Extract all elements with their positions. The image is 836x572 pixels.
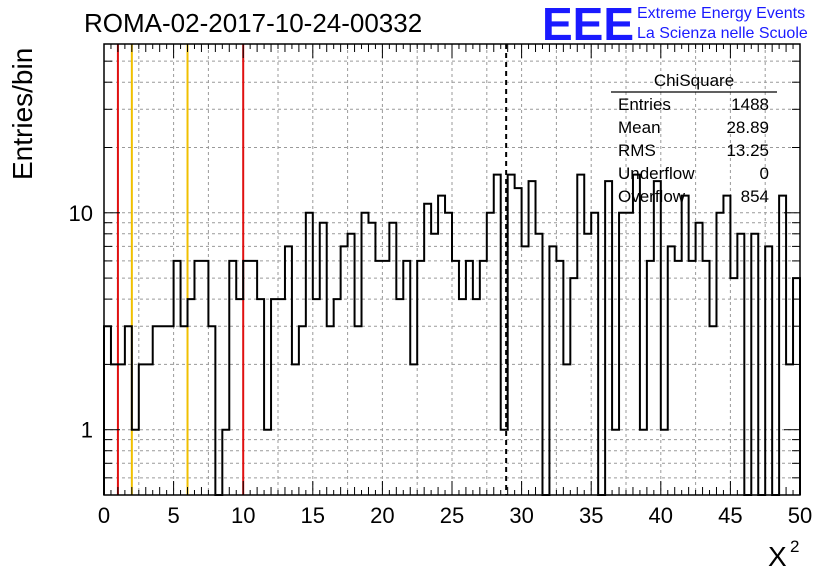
x-axis-label: X 2 <box>768 537 799 572</box>
stats-box-value: 1488 <box>731 95 769 114</box>
stats-box: ChiSquare Entries 1488 Mean 28.89 RMS 13.25 Un… <box>611 71 777 206</box>
chart-title: ROMA-02-2017-10-24-00332 <box>84 8 422 38</box>
histogram-line <box>103 173 801 496</box>
stats-box-value: 854 <box>741 187 769 206</box>
x-tick-label: 50 <box>788 503 812 528</box>
x-tick-label: 35 <box>579 503 603 528</box>
axis-ticks <box>103 43 801 496</box>
tick-labels: 0 5 10 15 20 25 30 35 40 45 50 1 10 <box>69 201 813 528</box>
x-tick-label: 10 <box>231 503 255 528</box>
stats-box-label: RMS <box>618 141 656 160</box>
x-tick-label: 45 <box>718 503 742 528</box>
y-axis-label: Entries/bin <box>7 48 38 180</box>
x-tick-label: 20 <box>370 503 394 528</box>
eee-logo-mark: EEE <box>542 0 634 50</box>
eee-logo: EEE Extreme Energy Events La Scienza nel… <box>542 0 808 50</box>
x-tick-label: 30 <box>509 503 533 528</box>
y-tick-label: 10 <box>69 201 93 226</box>
y-tick-label: 1 <box>81 418 93 443</box>
x-axis-label-base: X <box>768 541 787 572</box>
x-tick-label: 15 <box>301 503 325 528</box>
stats-box-title: ChiSquare <box>654 71 734 90</box>
x-axis-label-superscript: 2 <box>790 537 799 556</box>
stats-box-label: Overflow <box>618 187 686 206</box>
stats-box-value: 28.89 <box>726 118 769 137</box>
x-tick-label: 0 <box>98 503 110 528</box>
eee-logo-line2: La Scienza nelle Scuole <box>637 25 808 42</box>
stats-box-value: 0 <box>760 164 769 183</box>
stats-box-value: 13.25 <box>726 141 769 160</box>
eee-logo-line1: Extreme Energy Events <box>637 5 805 22</box>
stats-box-label: Mean <box>618 118 661 137</box>
x-tick-label: 40 <box>649 503 673 528</box>
x-tick-label: 25 <box>440 503 464 528</box>
x-tick-label: 5 <box>167 503 179 528</box>
stats-box-label: Underflow <box>618 164 695 183</box>
stats-box-label: Entries <box>618 95 671 114</box>
stats-box-rows: Entries 1488 Mean 28.89 RMS 13.25 Underflow 0 Ov… <box>618 95 769 206</box>
